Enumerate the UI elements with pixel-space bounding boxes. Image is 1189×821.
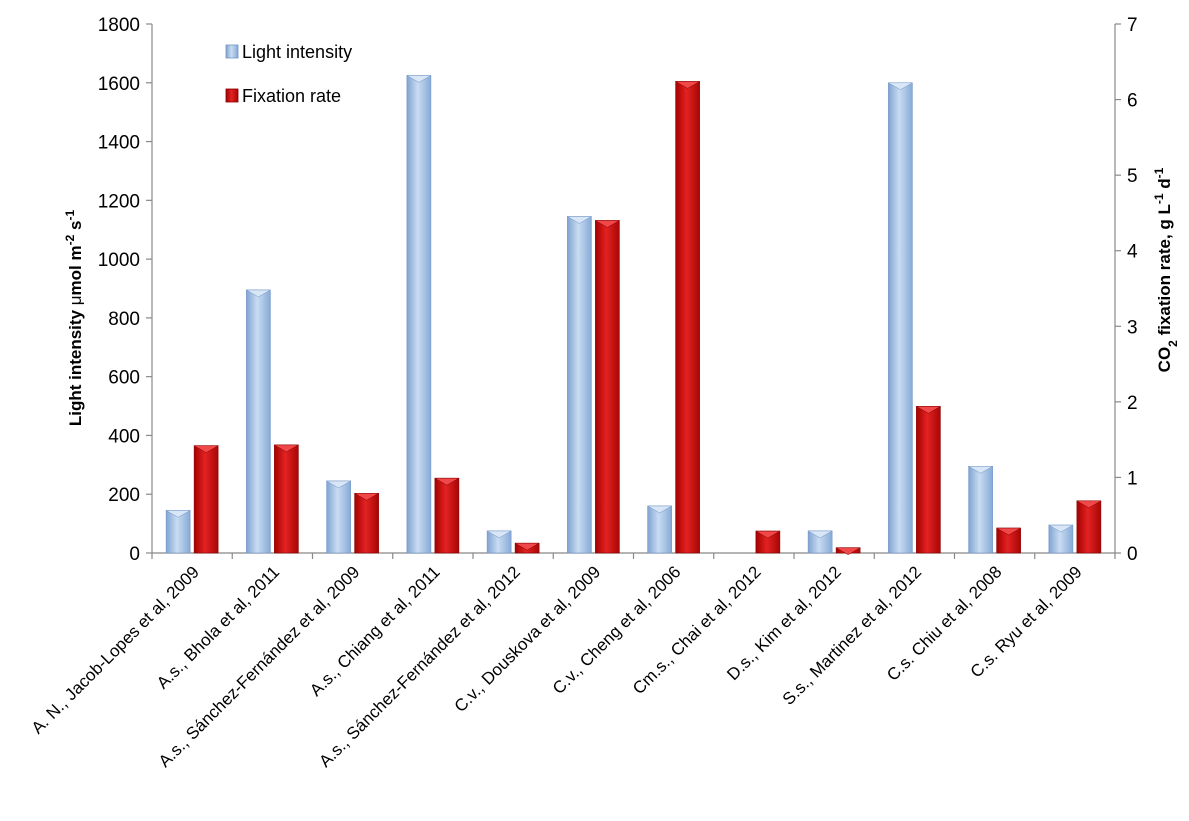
y-left-label-sup1: -2 xyxy=(63,234,77,245)
bars xyxy=(165,75,1102,555)
y-left-tick-label: 0 xyxy=(129,544,140,565)
y-right-label-co: CO xyxy=(1155,347,1174,373)
bar-light-intensity xyxy=(406,75,432,554)
bar-fixation-rate-cap xyxy=(674,81,701,89)
bar-fixation-rate-cap xyxy=(353,493,380,501)
y-left-tick-label: 400 xyxy=(108,426,140,447)
bar-fixation-rate xyxy=(595,220,620,554)
legend-swatch-light-intensity xyxy=(225,44,239,59)
y-right-label-sup2: -1 xyxy=(1152,167,1166,178)
bar-light-intensity-cap xyxy=(486,530,513,539)
bar-light-intensity xyxy=(888,82,913,554)
bar-fixation-rate-cap xyxy=(594,220,621,228)
legend-item-fixation-rate: Fixation rate xyxy=(225,86,341,106)
bar-fixation-rate xyxy=(675,81,700,554)
y-right-tick-label: 5 xyxy=(1127,166,1138,187)
bar-fixation-rate-cap xyxy=(915,406,942,414)
bar-fixation-rate-cap xyxy=(193,445,220,453)
bar-light-intensity-cap xyxy=(325,480,352,489)
bar-light-intensity xyxy=(165,510,191,554)
bar-fixation-rate xyxy=(916,406,941,554)
bar-fixation-rate xyxy=(354,492,379,554)
bar-fixation-rate xyxy=(274,444,299,554)
category-label: A.s., Chiang et al, 2011 xyxy=(306,562,444,700)
bar-fixation-rate xyxy=(193,445,219,554)
bar-fixation-rate xyxy=(434,477,460,554)
y-right-label-mid: fixation rate, g L xyxy=(1155,204,1174,340)
y-right-tick-label: 2 xyxy=(1127,393,1138,414)
y-left-tick-label: 1800 xyxy=(98,15,140,36)
y-left-axis-title: Light intensity μmol m-2 s-1 xyxy=(63,210,85,427)
y-right-label-sup1: -1 xyxy=(1152,193,1166,204)
y-left-label-sup2: -1 xyxy=(63,210,77,221)
axes: 0 200 400 600 800 1000 1200 1400 1600 1800 0 1 2 3 4 5 6… xyxy=(98,15,1138,565)
y-left-tick-label: 1200 xyxy=(98,191,140,212)
y-right-tick-label: 4 xyxy=(1127,242,1138,263)
y-right-tick-label: 7 xyxy=(1127,15,1138,36)
legend-swatch-fixation-rate xyxy=(225,88,239,103)
bar-fixation-rate-cap xyxy=(433,477,460,486)
y-right-tick-label: 6 xyxy=(1127,91,1138,112)
bar-fixation-rate xyxy=(1076,500,1102,554)
bar-fixation-rate-cap xyxy=(273,444,300,453)
y-right-label-sub: 2 xyxy=(1166,340,1180,347)
bar-light-intensity-cap xyxy=(566,216,593,224)
y-left-label-s: s xyxy=(66,221,85,235)
y-right-tick-label: 3 xyxy=(1127,317,1138,338)
y-left-tick-label: 200 xyxy=(108,485,140,506)
bar-light-intensity xyxy=(326,480,351,554)
category-label: A. N., Jacob-Lopes et al, 2009 xyxy=(28,562,203,737)
bar-fixation-rate-cap xyxy=(514,542,541,551)
bar-light-intensity-cap xyxy=(646,505,673,514)
y-left-tick-label: 1600 xyxy=(98,74,140,95)
y-left-tick-label: 600 xyxy=(108,368,140,389)
category-label: S.s., Martinez et al, 2012 xyxy=(779,562,925,708)
legend-label-fixation-rate: Fixation rate xyxy=(242,86,341,106)
y-left-tick-label: 800 xyxy=(108,309,140,330)
bar-light-intensity-cap xyxy=(405,75,432,83)
bar-light-intensity xyxy=(246,289,271,554)
y-right-tick-label: 1 xyxy=(1127,468,1138,489)
bar-light-intensity-cap xyxy=(1047,524,1074,533)
legend-item-light-intensity: Light intensity xyxy=(225,42,352,62)
y-left-label-main: Light intensity xyxy=(66,305,85,426)
y-right-label-d: d xyxy=(1155,178,1174,193)
bar-light-intensity xyxy=(567,216,592,554)
y-left-label-unit: mol m xyxy=(66,245,85,295)
y-left-tick-label: 1400 xyxy=(98,133,140,154)
y-left-tick-label: 1000 xyxy=(98,250,140,271)
bar-fixation-rate-cap xyxy=(995,527,1022,536)
bar-light-intensity xyxy=(968,466,993,554)
bar-fixation-rate-cap xyxy=(1075,500,1102,509)
y-left-label-mu: μ xyxy=(66,295,85,305)
bar-light-intensity-cap xyxy=(967,466,994,474)
bar-light-intensity-cap xyxy=(245,289,272,298)
bar-light-intensity-cap xyxy=(165,510,192,518)
y-right-axis-title: CO2 fixation rate, g L-1 d-1 xyxy=(1152,167,1180,372)
legend-label-light-intensity: Light intensity xyxy=(242,42,352,62)
category-label: C.v., Douskova et al, 2009 xyxy=(451,562,605,716)
bar-light-intensity-cap xyxy=(807,530,834,539)
bar-fixation-rate-cap xyxy=(835,547,862,555)
bar-fixation-rate-cap xyxy=(754,530,781,539)
bar-light-intensity-cap xyxy=(887,82,914,91)
y-right-tick-label: 0 xyxy=(1127,544,1138,565)
legend: Light intensity Fixation rate xyxy=(225,42,352,106)
